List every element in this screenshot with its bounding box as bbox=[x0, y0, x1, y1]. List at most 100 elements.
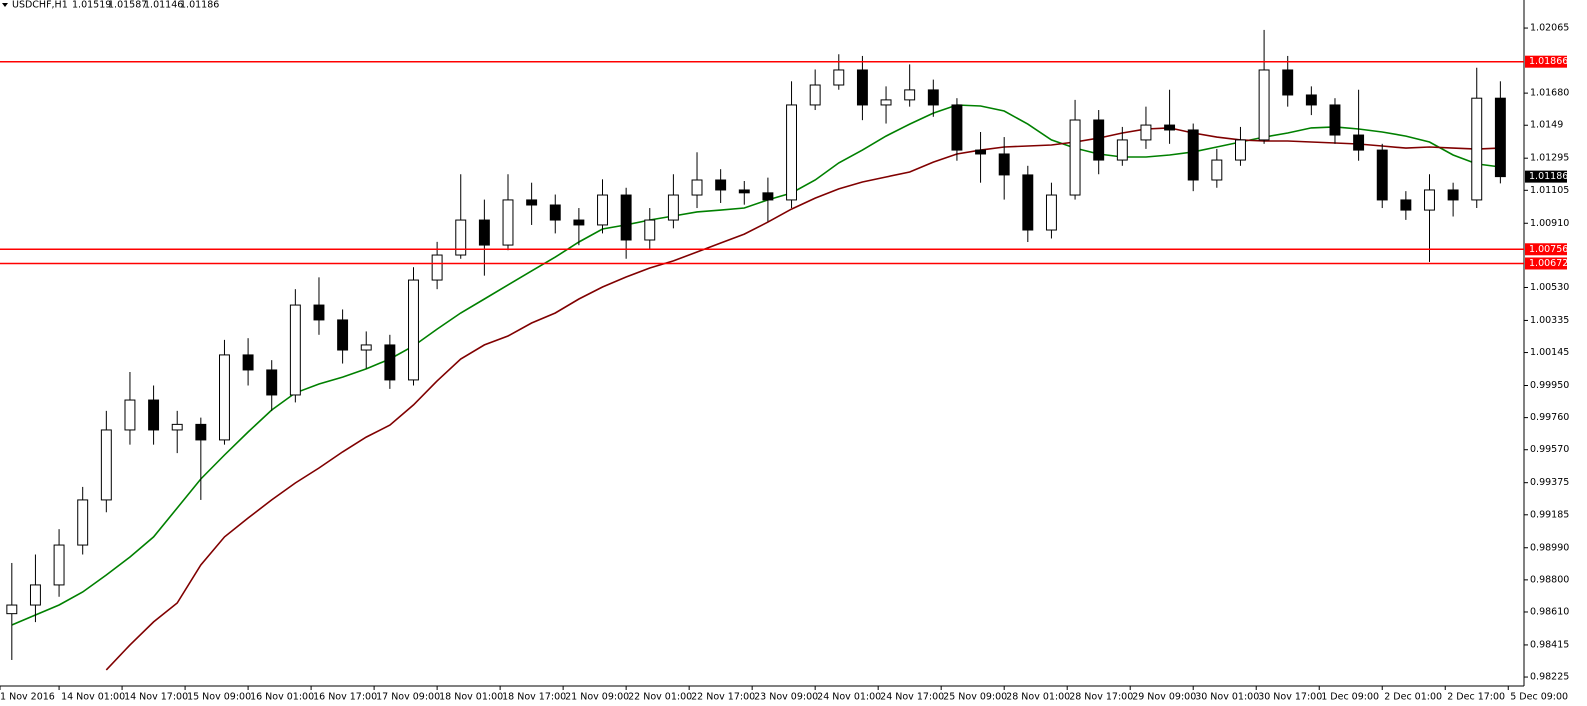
candle-body bbox=[171, 423, 183, 431]
candle-body bbox=[691, 179, 703, 196]
candle-body bbox=[124, 399, 136, 431]
candle-body bbox=[786, 104, 797, 201]
candle-body bbox=[1164, 124, 1176, 131]
title-value: 1.01587 bbox=[108, 0, 147, 11]
x-tick-label: 1 Dec 09:00 bbox=[1321, 692, 1379, 703]
candle-body bbox=[360, 344, 372, 351]
x-tick-label: 25 Nov 09:00 bbox=[943, 692, 1007, 703]
candle-body bbox=[1447, 189, 1459, 201]
candle-body bbox=[1376, 149, 1388, 201]
candle-body bbox=[53, 544, 65, 586]
candle-body bbox=[219, 354, 230, 441]
x-tick-label: 29 Nov 09:00 bbox=[1132, 692, 1196, 703]
x-tick-label: 28 Nov 01:00 bbox=[1006, 692, 1070, 703]
y-tick-label: 1.01295 bbox=[1530, 153, 1569, 164]
candle-body bbox=[809, 84, 821, 106]
y-tick-label: 1.02065 bbox=[1530, 23, 1569, 34]
candle-body bbox=[1282, 69, 1294, 96]
level-label-box bbox=[1525, 243, 1567, 256]
candle-body bbox=[1116, 139, 1128, 161]
candle-body bbox=[975, 149, 987, 155]
candle-body bbox=[1494, 97, 1506, 178]
y-tick-label: 0.99760 bbox=[1530, 412, 1569, 423]
x-tick-label: 16 Nov 01:00 bbox=[250, 692, 314, 703]
candle-body bbox=[502, 199, 514, 246]
moving-average bbox=[105, 127, 1501, 671]
x-tick-label: 18 Nov 17:00 bbox=[502, 692, 566, 703]
level-label-box bbox=[1525, 55, 1567, 68]
y-tick-label: 0.99185 bbox=[1530, 509, 1569, 520]
x-tick-label: 21 Nov 09:00 bbox=[565, 692, 629, 703]
x-tick-label: 30 Nov 17:00 bbox=[1258, 692, 1322, 703]
x-tick-label: 16 Nov 17:00 bbox=[313, 692, 377, 703]
candle-body bbox=[549, 204, 561, 221]
candle-body bbox=[573, 219, 585, 226]
candle-body bbox=[1329, 104, 1341, 136]
candle-body bbox=[431, 254, 443, 281]
y-tick-label: 1.01105 bbox=[1530, 185, 1569, 196]
candle-body bbox=[384, 344, 396, 381]
candle-body bbox=[620, 194, 632, 241]
x-tick-label: 2 Dec 17:00 bbox=[1447, 692, 1505, 703]
level-label: 1.01866 bbox=[1529, 56, 1568, 67]
candle-body bbox=[1045, 194, 1057, 231]
candle-body bbox=[927, 89, 939, 106]
candle-body bbox=[313, 304, 325, 321]
candle-body bbox=[1140, 124, 1152, 141]
candle-body bbox=[715, 179, 727, 191]
candle-body bbox=[998, 153, 1010, 176]
moving-average bbox=[11, 104, 1501, 626]
candle-body bbox=[148, 399, 160, 431]
candle-body bbox=[1305, 94, 1317, 106]
x-tick-label: 17 Nov 09:00 bbox=[376, 692, 440, 703]
candle-body bbox=[478, 219, 490, 246]
title-value: 1.01519 bbox=[72, 0, 111, 11]
candle-body bbox=[1424, 189, 1435, 211]
x-tick-label: 5 Dec 09:00 bbox=[1510, 692, 1568, 703]
title-value: 1.01186 bbox=[180, 0, 219, 11]
y-tick-label: 1.00335 bbox=[1530, 315, 1569, 326]
x-tick-label: 24 Nov 01:00 bbox=[817, 692, 881, 703]
candle-body bbox=[904, 89, 916, 101]
x-tick-label: 15 Nov 09:00 bbox=[187, 692, 251, 703]
candle-body bbox=[100, 429, 112, 501]
x-tick-label: 14 Nov 17:00 bbox=[124, 692, 188, 703]
y-tick-label: 0.99570 bbox=[1530, 444, 1569, 455]
candle-body bbox=[597, 194, 608, 226]
y-tick-label: 0.98610 bbox=[1530, 606, 1569, 617]
candle-body bbox=[266, 369, 278, 396]
last-price-label: 1.01186 bbox=[1529, 171, 1568, 182]
y-tick-label: 1.0149 bbox=[1530, 120, 1563, 131]
y-tick-label: 1.01680 bbox=[1530, 88, 1569, 99]
y-tick-label: 0.99950 bbox=[1530, 380, 1569, 391]
candle-body bbox=[762, 192, 774, 201]
candle-body bbox=[951, 104, 963, 151]
last-price-box bbox=[1525, 170, 1567, 183]
candle-body bbox=[77, 499, 89, 546]
x-tick-label: 2 Dec 01:00 bbox=[1384, 692, 1442, 703]
x-tick-label: 28 Nov 17:00 bbox=[1069, 692, 1133, 703]
candle-body bbox=[1258, 69, 1270, 141]
candle-body bbox=[1353, 134, 1365, 151]
x-tick-label: 22 Nov 17:00 bbox=[691, 692, 755, 703]
y-tick-label: 1.00910 bbox=[1530, 218, 1569, 229]
candle-body bbox=[856, 69, 868, 106]
menu-arrow[interactable] bbox=[2, 3, 8, 7]
level-label: 1.00672 bbox=[1529, 258, 1568, 269]
candle-body bbox=[1400, 199, 1412, 211]
candle-body bbox=[833, 69, 845, 86]
candle-body bbox=[1211, 159, 1223, 181]
y-tick-label: 0.98990 bbox=[1530, 542, 1569, 553]
candle-body bbox=[29, 584, 41, 606]
x-tick-label: 14 Nov 01:00 bbox=[61, 692, 125, 703]
x-tick-label: 30 Nov 01:00 bbox=[1195, 692, 1259, 703]
x-tick-label: 11 Nov 2016 bbox=[0, 692, 55, 703]
x-tick-label: 24 Nov 17:00 bbox=[880, 692, 944, 703]
y-tick-label: 0.98225 bbox=[1530, 672, 1569, 683]
candle-body bbox=[289, 304, 301, 396]
candle-body bbox=[667, 194, 679, 221]
y-tick-label: 1.00530 bbox=[1530, 282, 1569, 293]
y-tick-label: 0.98800 bbox=[1530, 574, 1569, 585]
level-label-box bbox=[1525, 257, 1567, 270]
